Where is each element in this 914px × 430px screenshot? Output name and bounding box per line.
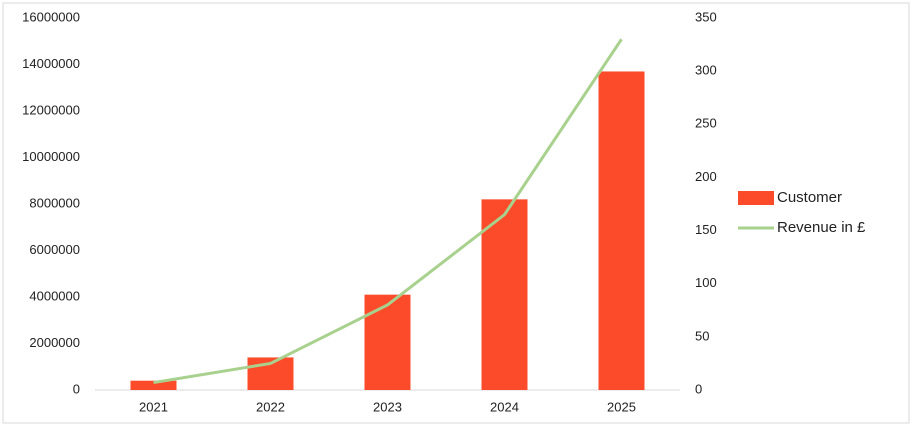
bar xyxy=(130,380,177,390)
line xyxy=(153,38,623,385)
y-tick-label: 12000000 xyxy=(22,102,80,117)
y-tick-label: 6000000 xyxy=(29,242,80,257)
x-tick-label: 2025 xyxy=(607,399,636,414)
y-tick-label: 14000000 xyxy=(22,56,80,71)
y-tick-label: 10000000 xyxy=(22,149,80,164)
bar xyxy=(364,294,411,390)
legend-label: Revenue in £ xyxy=(777,219,866,236)
x-tick-label: 2022 xyxy=(256,399,285,414)
y-tick-label: 16000000 xyxy=(22,9,80,24)
chart-border xyxy=(2,2,910,424)
y-tick-label: 8000000 xyxy=(29,195,80,210)
legend: Customer Revenue in £ xyxy=(738,189,866,236)
legend-label: Customer xyxy=(777,189,842,206)
y-tick-label: 0 xyxy=(73,381,80,396)
y2-tick-label: 100 xyxy=(695,275,717,290)
y-tick-label: 4000000 xyxy=(29,288,80,303)
x-tick-label: 2021 xyxy=(139,399,168,414)
y2-tick-label: 50 xyxy=(695,328,709,343)
y2-tick-label: 0 xyxy=(695,381,702,396)
bar xyxy=(598,71,645,390)
x-tick-label: 2023 xyxy=(373,399,402,414)
y2-tick-label: 250 xyxy=(695,116,717,131)
x-tick-label: 2024 xyxy=(490,399,519,414)
y-tick-label: 2000000 xyxy=(29,335,80,350)
legend-swatch xyxy=(738,191,774,205)
y2-tick-label: 350 xyxy=(695,9,717,24)
y2-tick-label: 200 xyxy=(695,169,717,184)
y2-tick-label: 300 xyxy=(695,63,717,78)
y2-tick-label: 150 xyxy=(695,222,717,237)
bar xyxy=(481,199,528,390)
